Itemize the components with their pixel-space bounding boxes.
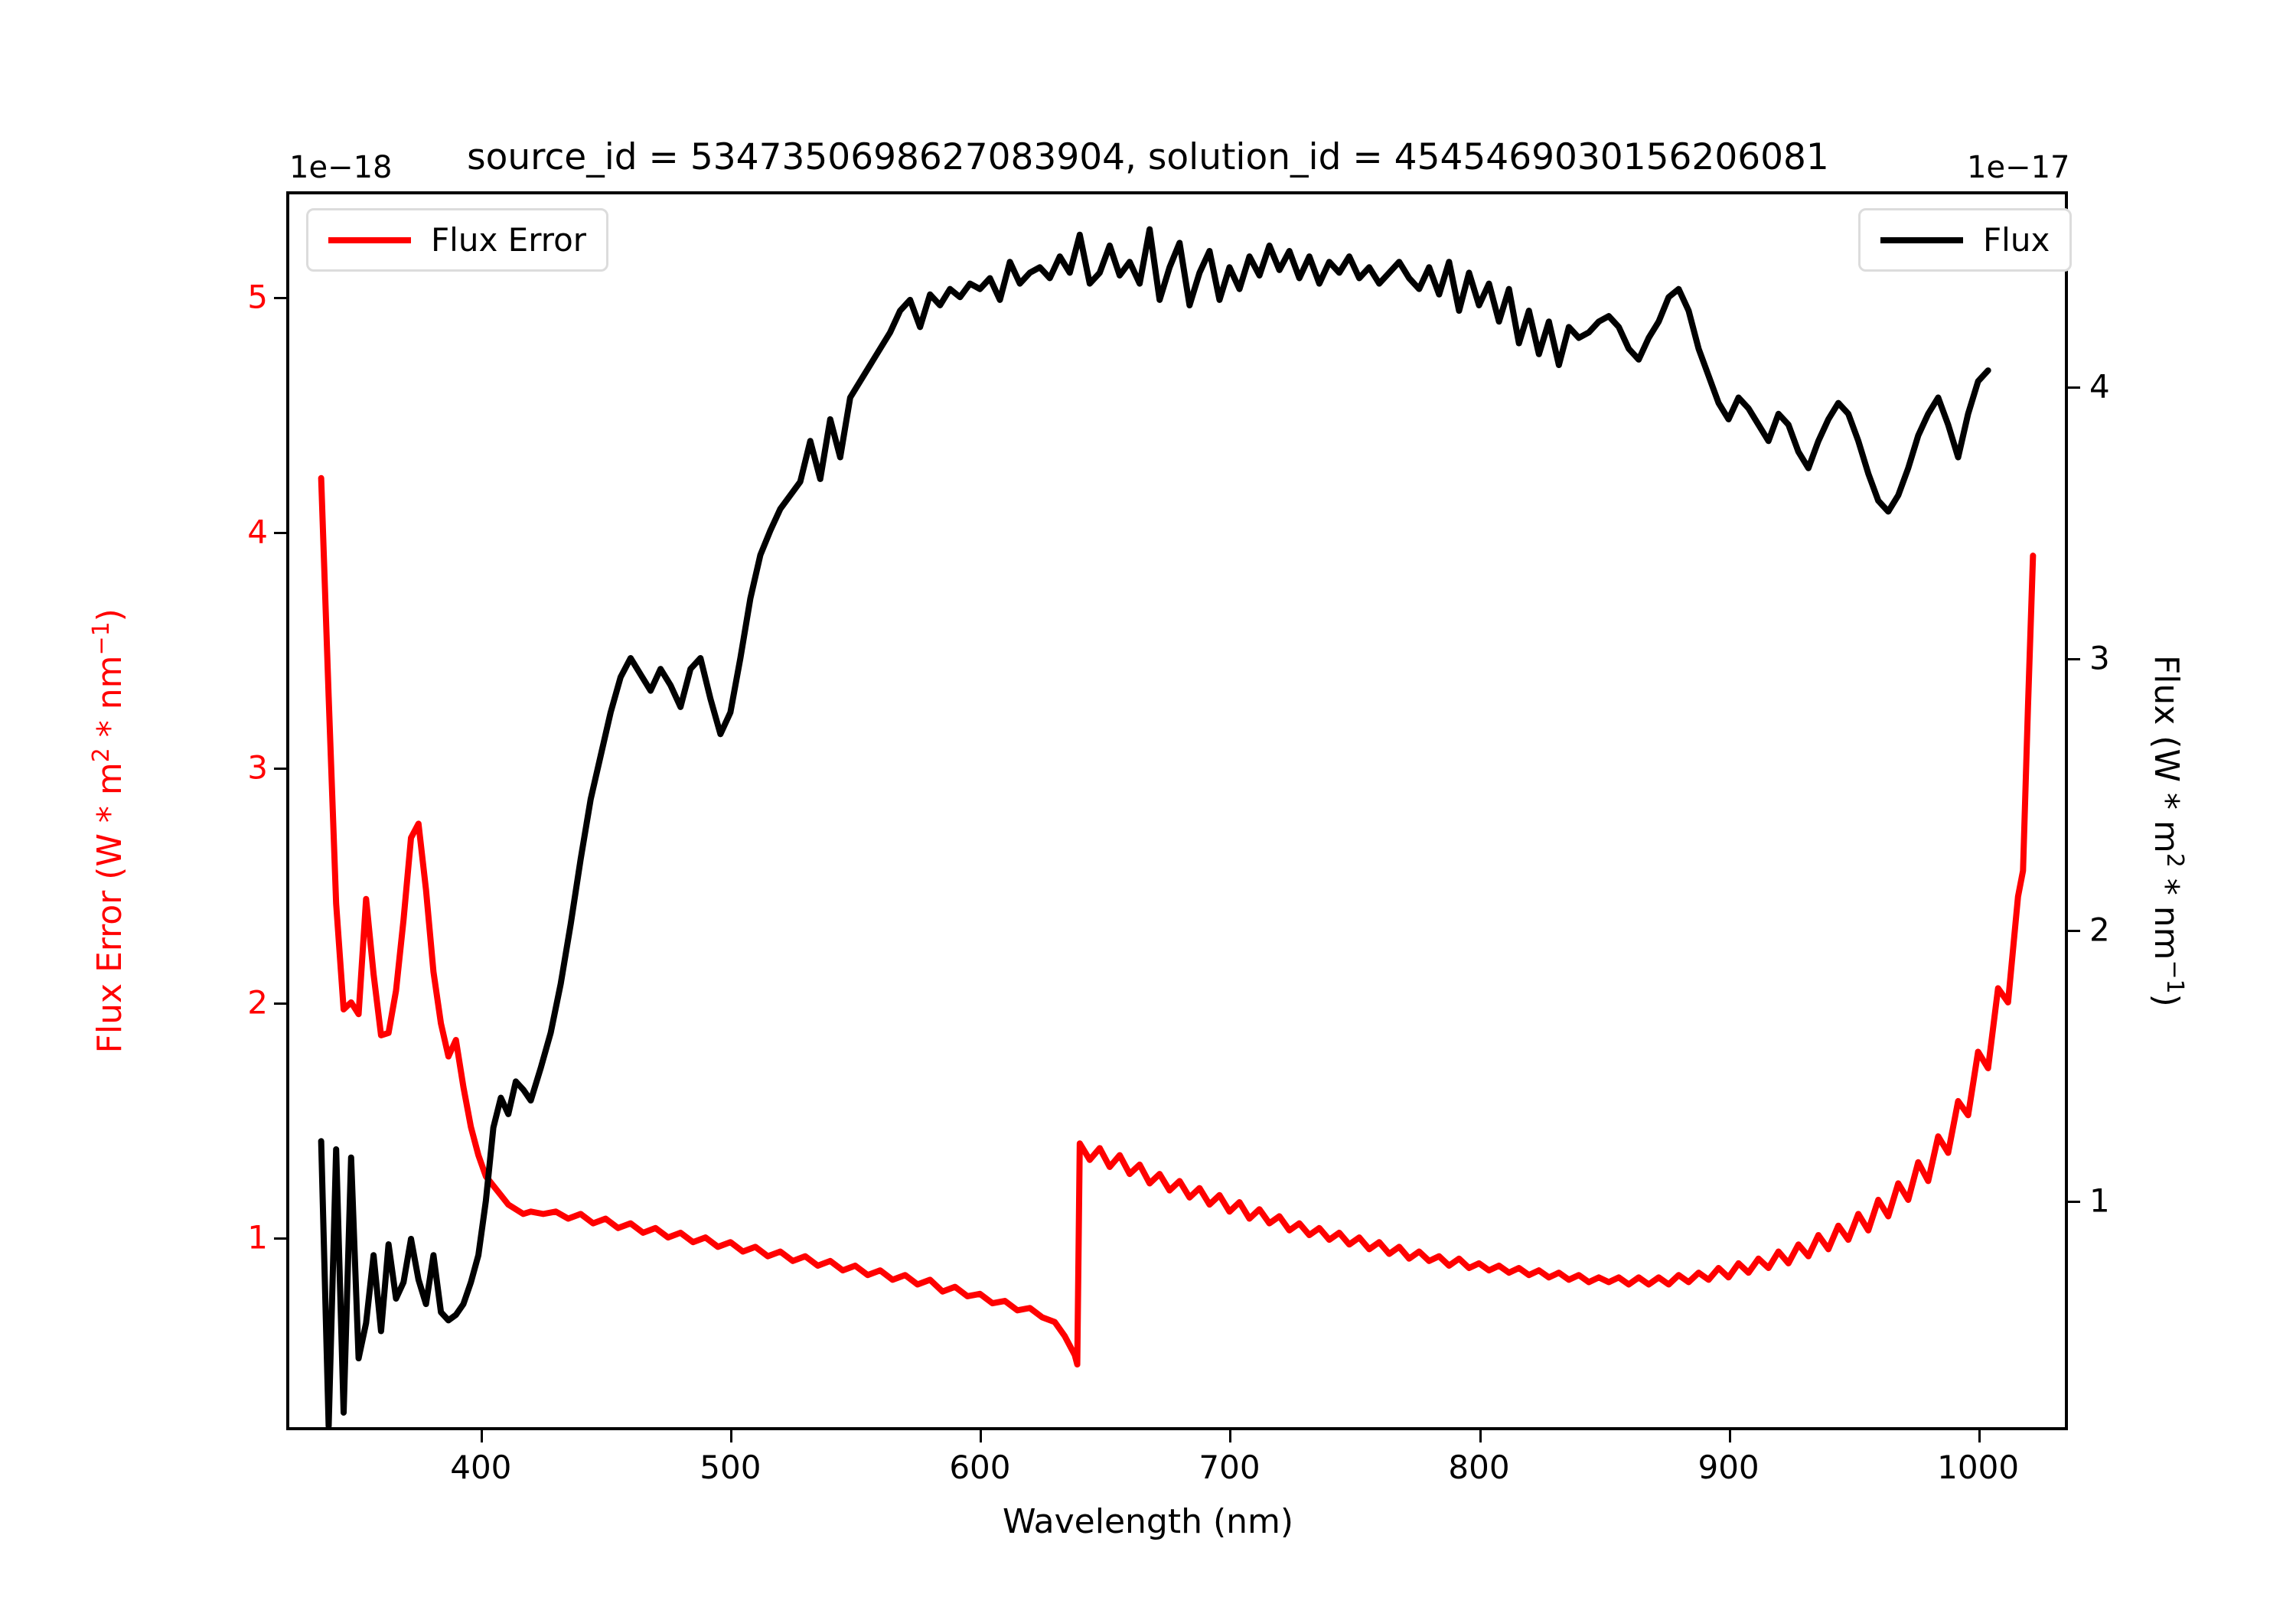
x-tick-label: 700: [1199, 1449, 1261, 1486]
x-tick: [1229, 1430, 1232, 1442]
right-y-tick: [2068, 1201, 2080, 1204]
left-y-axis-label-mid: * nm: [90, 655, 129, 748]
right-y-tick: [2068, 929, 2080, 932]
right-y-tick: [2068, 658, 2080, 660]
left-y-tick-label: 3: [247, 748, 268, 787]
left-y-axis-label-sup2: −1: [88, 621, 116, 656]
legend-label-flux: Flux: [1983, 221, 2050, 259]
x-tick: [1479, 1430, 1482, 1442]
x-tick-label: 400: [450, 1449, 512, 1486]
right-y-tick-label: 1: [2089, 1182, 2110, 1220]
left-y-tick-label: 5: [247, 278, 268, 316]
legend-flux[interactable]: Flux: [1858, 208, 2073, 272]
right-y-axis-label-sup2: −1: [2161, 960, 2188, 994]
x-tick-label: 500: [700, 1449, 762, 1486]
right-y-tick-label: 4: [2089, 367, 2110, 406]
x-tick: [980, 1430, 983, 1442]
right-y-tick-label: 3: [2089, 639, 2110, 677]
left-y-tick-label: 1: [247, 1218, 268, 1257]
left-y-axis-label: Flux Error (W * m2 * nm−1): [88, 372, 129, 1290]
x-axis-label: Wavelength (nm): [1002, 1502, 1294, 1541]
right-y-tick: [2068, 386, 2080, 390]
x-tick: [1728, 1430, 1731, 1442]
x-tick: [481, 1430, 484, 1442]
left-y-tick-label: 4: [247, 513, 268, 551]
right-y-axis-label-end: ): [2147, 993, 2187, 1007]
left-y-tick: [274, 1237, 286, 1240]
right-y-axis-label: Flux (W * m2 * nm−1): [2147, 372, 2188, 1290]
legend-swatch-flux-error: [328, 236, 411, 243]
legend-label-flux-error: Flux Error: [431, 221, 587, 259]
right-y-axis-label-mid: * nm: [2147, 867, 2187, 960]
plot-area: [286, 191, 2068, 1430]
x-tick: [1978, 1430, 1981, 1442]
left-y-tick: [274, 767, 286, 770]
left-y-tick: [274, 297, 286, 300]
chart-title: source_id = 5347350698627083904, solutio…: [467, 136, 1829, 178]
left-y-axis-label-end: ): [90, 608, 129, 622]
x-tick-label: 600: [949, 1449, 1011, 1486]
left-y-tick: [274, 532, 286, 535]
right-y-axis-label-text: Flux (W * m: [2147, 654, 2187, 853]
legend-swatch-flux: [1880, 236, 1963, 243]
right-y-tick-label: 2: [2089, 911, 2110, 949]
left-y-axis-label-sup1: 2: [88, 748, 116, 763]
right-axis-exponent-label: 1e−17: [1967, 150, 2070, 185]
x-tick-label: 800: [1448, 1449, 1510, 1486]
left-axis-exponent-label: 1e−18: [289, 150, 393, 185]
legend-flux-error[interactable]: Flux Error: [306, 208, 609, 272]
left-y-axis-label-text: Flux Error (W * m: [90, 762, 129, 1054]
right-y-axis-label-sup1: 2: [2161, 852, 2188, 868]
x-tick-label: 900: [1698, 1449, 1760, 1486]
x-tick-label: 1000: [1937, 1449, 2020, 1486]
x-tick: [730, 1430, 733, 1442]
left-y-tick: [274, 1002, 286, 1005]
left-y-tick-label: 2: [247, 983, 268, 1022]
